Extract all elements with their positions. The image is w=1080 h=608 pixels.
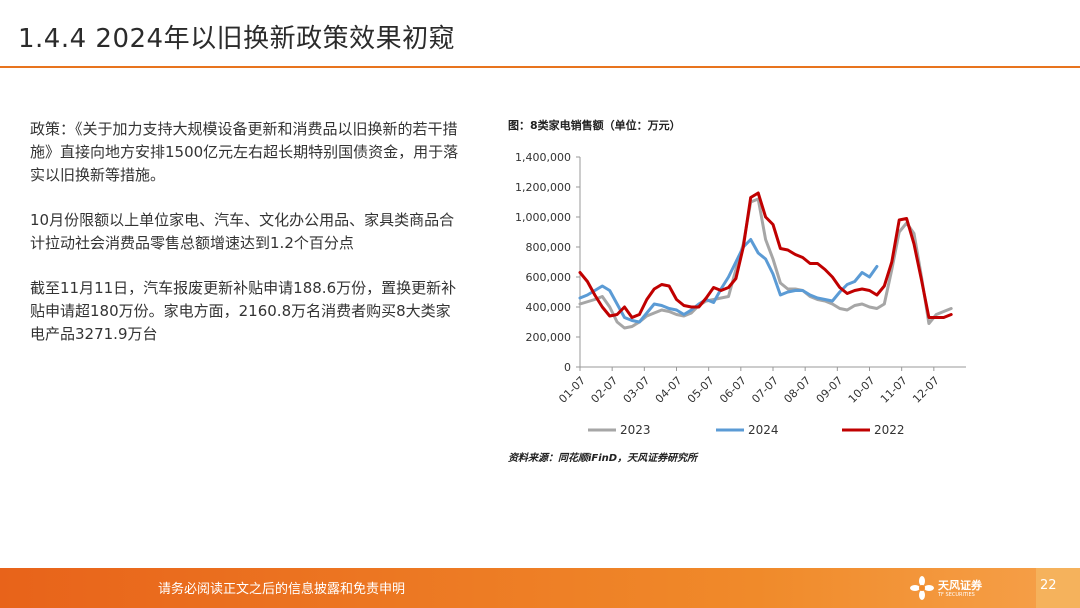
series-line-2023 (578, 197, 953, 330)
company-logo: 天风证券 TF SECURITIES (910, 574, 1000, 604)
y-tick-label: 1,200,000 (515, 181, 571, 194)
chart-source: 资料来源：同花顺iFinD，天风证券研究所 (508, 453, 698, 464)
logo-subtext: TF SECURITIES (938, 592, 975, 598)
series-line-2022 (578, 191, 953, 319)
paragraph-policy: 政策：《关于加力支持大规模设备更新和消费品以旧换新的若干措施》直接向地方安排15… (30, 120, 459, 184)
slide-title: 1.4.4 2024年以旧换新政策效果初窥 (18, 24, 456, 54)
x-tick-label: 10-07 (846, 374, 878, 406)
x-tick-label: 04-07 (653, 374, 685, 406)
x-tick-label: 09-07 (814, 374, 846, 406)
x-tick-label: 08-07 (781, 374, 813, 406)
x-tick-label: 01-07 (556, 374, 588, 406)
x-tick-label: 03-07 (621, 374, 653, 406)
page-number: 22 (1040, 578, 1057, 593)
series-line-2024 (578, 238, 879, 324)
footer-bar: 请务必阅读正文之后的信息披露和免责申明 天风证券 TF SECURITIES 2… (0, 568, 1080, 608)
x-tick-label: 05-07 (685, 374, 717, 406)
x-tick-label: 02-07 (588, 374, 620, 406)
x-tick-label: 11-07 (878, 374, 910, 406)
title-divider (0, 66, 1080, 68)
y-tick-label: 800,000 (526, 241, 572, 254)
line-chart: 1,400,000 1,200,000 1,000,000 800,000 600,00… (515, 151, 966, 437)
x-tick-label: 07-07 (749, 374, 781, 406)
y-tick-label: 1,000,000 (515, 211, 571, 224)
paragraph-retail: 10月份限额以上单位家电、汽车、文化办公用品、家具类商品合计拉动社会消费品零售总… (30, 211, 455, 252)
legend-label: 2022 (874, 423, 905, 437)
legend-label: 2024 (748, 423, 779, 437)
page-number-box (1036, 568, 1080, 608)
y-tick-label: 0 (564, 361, 571, 374)
chart-title: 图：8类家电销售额（单位：万元） (508, 119, 681, 132)
text-panel: 政策：《关于加力支持大规模设备更新和消费品以旧换新的若干措施》直接向地方安排15… (30, 118, 462, 368)
paragraph-subsidy: 截至11月11日，汽车报废更新补贴申请188.6万份，置换更新补贴申请超180万… (30, 279, 457, 343)
y-tick-label: 1,400,000 (515, 151, 571, 164)
x-tick-label: 06-07 (717, 374, 749, 406)
flower-logo-icon (910, 576, 934, 600)
legend-label: 2023 (620, 423, 651, 437)
logo-text: 天风证券 (938, 579, 982, 592)
y-tick-label: 400,000 (526, 301, 572, 314)
y-tick-label: 200,000 (526, 331, 572, 344)
y-tick-label: 600,000 (526, 271, 572, 284)
x-tick-label: 12-07 (910, 374, 942, 406)
disclaimer-link[interactable]: 请务必阅读正文之后的信息披露和免责申明 (158, 582, 406, 597)
